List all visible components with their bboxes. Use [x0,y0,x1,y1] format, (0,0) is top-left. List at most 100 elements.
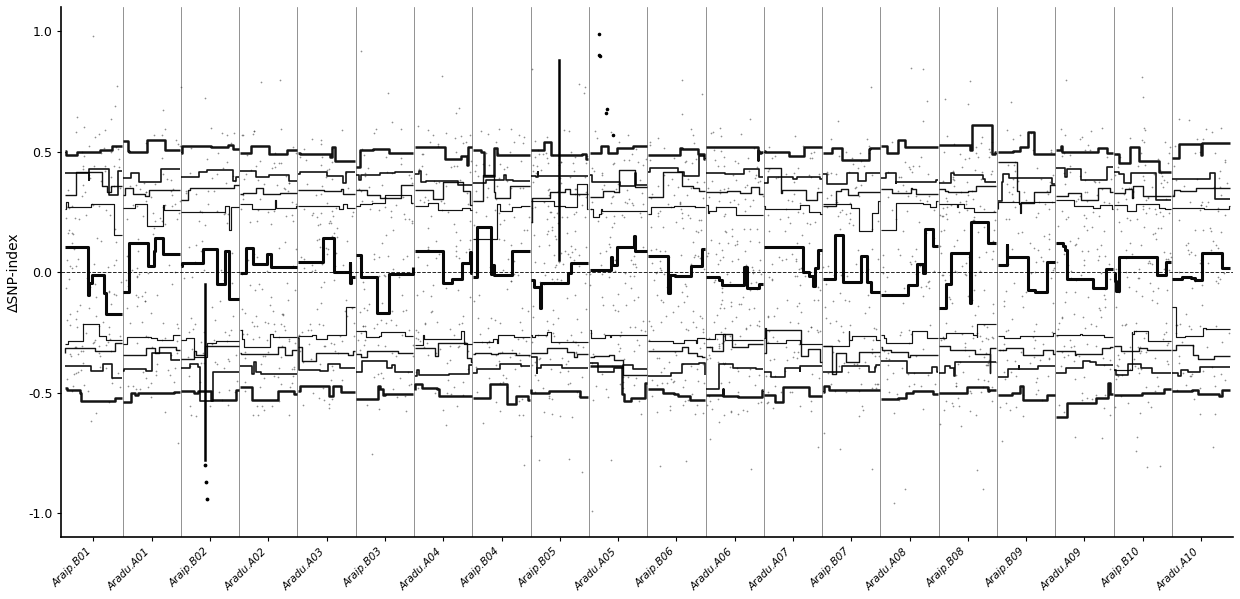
Point [68,368,88,377]
Point [155,334,175,343]
Point [494,235,513,245]
Point [1064,341,1084,351]
Point [670,199,689,209]
Point [740,236,760,246]
Point [247,216,267,226]
Point [451,131,471,141]
Point [691,225,711,235]
Point [219,330,239,340]
Point [1208,278,1228,288]
Point [624,295,644,305]
Point [1167,329,1187,338]
Point [646,245,666,255]
Point [883,290,903,300]
Point [1135,175,1154,184]
Point [699,333,719,343]
Point [241,166,260,176]
Point [980,152,999,162]
Point [1101,274,1121,283]
Point [787,301,807,311]
Point [614,355,634,364]
Point [72,192,92,201]
Point [539,355,559,364]
Point [319,403,339,413]
Point [606,184,626,193]
Point [510,349,529,358]
Point [776,169,796,179]
Point [985,215,1004,225]
Point [413,149,433,158]
Point [549,257,569,267]
Point [839,219,859,228]
Point [117,303,136,313]
Point [951,421,971,431]
Point [653,364,673,373]
Point [418,196,438,205]
Point [1084,176,1104,186]
Point [275,325,295,335]
Point [353,285,373,294]
Point [816,313,836,323]
Point [630,208,650,218]
Point [1111,226,1131,235]
Point [722,224,742,234]
Point [135,187,155,196]
Point [197,494,217,504]
Point [279,179,299,188]
Point [698,248,718,258]
Point [510,355,529,365]
Point [962,320,982,330]
Point [706,155,725,165]
Point [87,233,107,243]
Point [324,228,343,238]
Point [918,169,937,179]
Point [1215,155,1235,164]
Point [1091,240,1111,250]
Point [551,157,570,167]
Point [533,383,553,392]
Point [125,291,145,300]
Point [1184,394,1204,404]
Point [1132,171,1152,181]
Point [325,346,345,356]
Point [436,388,456,398]
Point [89,129,109,138]
Point [257,335,277,345]
Point [682,158,702,167]
Point [314,320,334,330]
Point [218,209,238,219]
Point [1173,368,1193,378]
Point [642,375,662,385]
Point [83,200,103,210]
Point [1071,132,1091,142]
Point [584,166,604,176]
Point [498,254,518,264]
Point [565,291,585,300]
Point [377,318,397,328]
Point [763,332,782,341]
Point [827,197,847,207]
Point [427,236,446,246]
Point [128,301,148,311]
Point [1197,124,1216,134]
Point [1056,214,1076,223]
Point [1157,356,1177,365]
Point [670,197,689,207]
Point [378,251,398,261]
Point [537,132,557,142]
Point [694,379,714,388]
Point [1131,148,1151,158]
Point [727,237,746,246]
Point [760,226,780,236]
Point [1092,434,1112,443]
Point [1133,205,1153,214]
Point [1014,187,1034,197]
Point [1080,145,1100,155]
Point [351,345,371,355]
Point [893,180,913,189]
Point [378,88,398,98]
Point [968,152,988,162]
Point [500,352,520,362]
Point [1136,382,1156,392]
Point [450,235,470,244]
